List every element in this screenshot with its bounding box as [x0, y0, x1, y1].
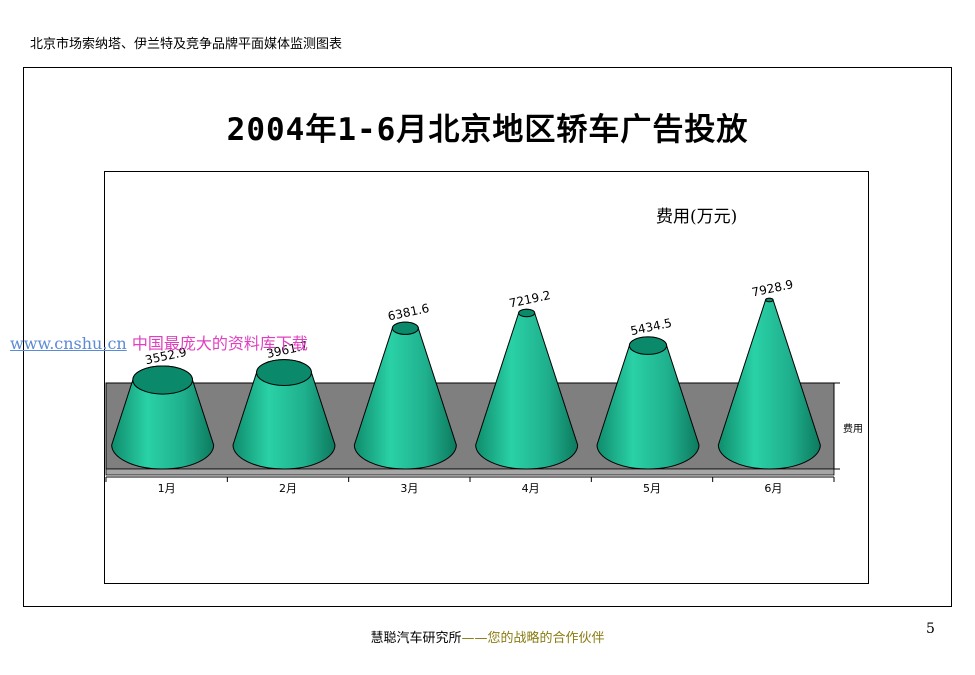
category-label-5: 5月: [643, 482, 661, 495]
cone-top: [391, 321, 419, 335]
cone-top: [518, 308, 536, 318]
legend-series-name: 费用: [843, 422, 863, 435]
page-number: 5: [926, 621, 935, 637]
cone-top: [628, 336, 668, 355]
chart-title: 2004年1-6月北京地区轿车广告投放: [226, 112, 749, 148]
data-label-4: 7219.2: [508, 288, 552, 310]
cone-bar-2: [232, 359, 336, 470]
data-label-3: 6381.6: [387, 301, 431, 323]
plot-frame: [104, 171, 869, 584]
category-label-6: 6月: [764, 482, 782, 495]
category-label-1: 1月: [158, 482, 176, 495]
cone-top: [256, 359, 312, 386]
category-label-2: 2月: [279, 482, 297, 495]
cone-top: [132, 365, 194, 395]
cone-bar-6: [717, 297, 821, 470]
cone-top: [765, 297, 774, 303]
watermark-text: 中国最庞大的资料库下载: [131, 334, 308, 353]
category-label-3: 3月: [400, 482, 418, 495]
slide-frame: [23, 67, 952, 607]
cone-bar-4: [475, 308, 579, 470]
cone-bar-5: [596, 336, 700, 470]
cone-bar-1: [111, 365, 215, 470]
data-label-6: 7928.9: [751, 277, 795, 299]
category-label-4: 4月: [522, 482, 540, 495]
footer-dash: ——: [461, 631, 488, 646]
cone-bar-3: [353, 321, 457, 470]
value-axis-label: 费用(万元): [656, 207, 737, 227]
footer: 慧聪汽车研究所——您的战略的合作伙伴: [0, 627, 975, 646]
footer-org: 慧聪汽车研究所: [370, 631, 462, 646]
chart-floor: [105, 468, 835, 476]
watermark: www.cnshu.cn 中国最庞大的资料库下载: [10, 330, 308, 354]
chart-back-wall: [105, 382, 835, 470]
data-label-5: 5434.5: [629, 316, 673, 338]
footer-slogan: 您的战略的合作伙伴: [487, 631, 605, 646]
watermark-link[interactable]: www.cnshu.cn: [10, 334, 127, 353]
page-header: 北京市场索纳塔、伊兰特及竞争品牌平面媒体监测图表: [30, 37, 343, 52]
